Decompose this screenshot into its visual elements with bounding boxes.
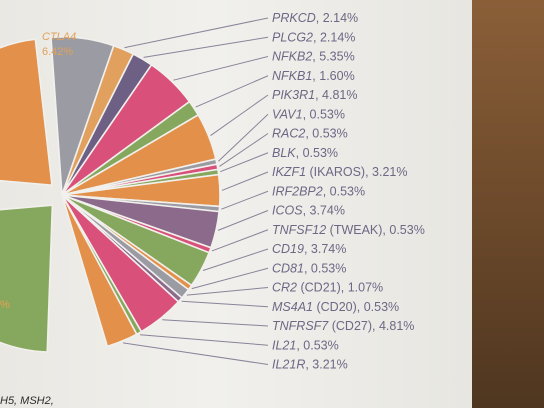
slice-label-rac2: RAC2, 0.53% bbox=[272, 127, 348, 141]
ctla4-slice-value: 6.42% bbox=[42, 46, 73, 58]
leader-line bbox=[217, 210, 269, 231]
footnote-text: H5, MSH2, bbox=[0, 395, 54, 407]
slice-label-vav1: VAV1, 0.53% bbox=[272, 107, 345, 121]
leader-lines bbox=[123, 17, 269, 365]
leader-line bbox=[218, 113, 269, 162]
slice-label-il21: IL21, 0.53% bbox=[272, 338, 339, 352]
slice-labels: PRKCD, 2.14% PLCG2, 2.14% NFKB2, 5.35% NFKB… bbox=[272, 11, 425, 372]
slice-label-cd81: CD81, 0.53% bbox=[272, 261, 346, 275]
slice-label-prkcd: PRKCD, 2.14% bbox=[272, 11, 358, 25]
leader-line bbox=[221, 190, 269, 210]
slice-label-cd19: CD19, 3.74% bbox=[272, 242, 346, 256]
leader-line bbox=[173, 56, 269, 81]
slice-label-ikzf1: IKZF1 (IKAROS), 3.21% bbox=[272, 165, 407, 179]
slice-il21r bbox=[61, 194, 138, 348]
leader-line bbox=[162, 319, 269, 327]
slice-label-tnfrsf7: TNFRSF7 (CD27), 4.81% bbox=[272, 319, 414, 333]
slice-label-plcg2: PLCG2, 2.14% bbox=[272, 30, 355, 44]
leader-line bbox=[220, 152, 269, 173]
slice-label-irf2bp2: IRF2BP2, 0.53% bbox=[272, 184, 365, 198]
leader-line bbox=[219, 133, 269, 167]
slice-label-il21r: IL21R, 3.21% bbox=[272, 358, 348, 372]
leader-line bbox=[210, 94, 269, 136]
partial-slice-value: % bbox=[0, 299, 10, 311]
pie-slices bbox=[0, 36, 221, 353]
leader-line bbox=[186, 287, 269, 296]
leader-line bbox=[139, 334, 269, 346]
leader-line bbox=[181, 300, 269, 308]
leader-line bbox=[211, 229, 269, 252]
slice-label-pik3r1: PIK3R1, 4.81% bbox=[272, 88, 357, 102]
leader-line bbox=[195, 75, 269, 108]
slice-label-nfkb1: NFKB1, 1.60% bbox=[272, 69, 355, 83]
partial-slice-orange bbox=[0, 38, 53, 187]
slice-label-cr2: CR2 (CD21), 1.07% bbox=[272, 281, 383, 295]
leader-line bbox=[123, 342, 269, 365]
leader-line bbox=[191, 267, 269, 290]
leader-line bbox=[124, 17, 269, 49]
slice-label-ms4a1: MS4A1 (CD20), 0.53% bbox=[272, 300, 399, 314]
wall-background bbox=[472, 0, 544, 408]
slice-label-nfkb2: NFKB2, 5.35% bbox=[272, 50, 355, 64]
leader-line bbox=[221, 171, 269, 191]
ctla4-slice-label: CTLA4 bbox=[42, 31, 76, 43]
slice-label-blk: BLK, 0.53% bbox=[272, 146, 338, 160]
partial-slice-green bbox=[0, 204, 54, 353]
slice-label-tnfsf12: TNFSF12 (TWEAK), 0.53% bbox=[272, 223, 425, 237]
leader-line bbox=[202, 248, 269, 271]
leader-line bbox=[143, 36, 269, 58]
slice-label-icos: ICOS, 3.74% bbox=[272, 204, 345, 218]
